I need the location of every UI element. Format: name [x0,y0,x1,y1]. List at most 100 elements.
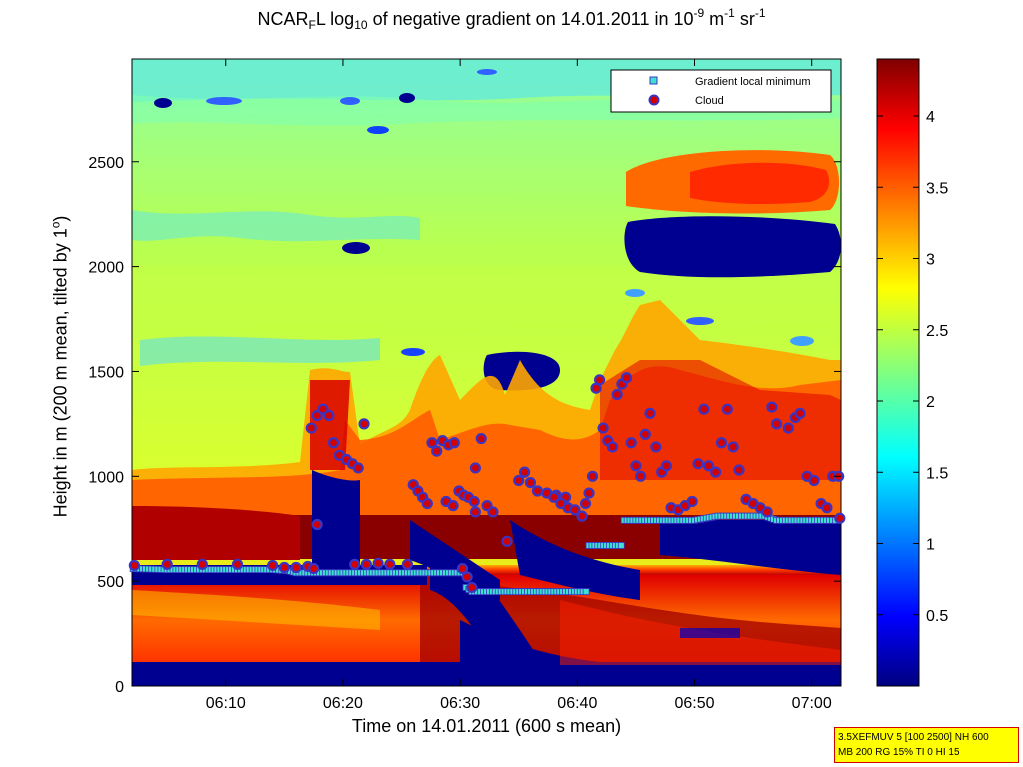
y-axis-label: Height in m (200 m mean, tilted by 1o) [48,215,71,518]
heatmap-field [132,59,841,686]
y-tick-label: 2500 [88,155,124,172]
cloud-marker [466,581,478,594]
cloud-marker [821,502,833,514]
cloud-marker [501,535,513,547]
colorbar-tick-label: 3.5 [926,180,948,197]
cloud-marker [447,500,459,512]
legend-minimum-marker [649,76,658,85]
cloud-marker [686,495,698,508]
cloud-marker [323,409,335,422]
cloud-marker [660,460,672,472]
cloud-marker [639,428,651,440]
cloud-marker [766,401,778,413]
cloud-marker [761,506,773,518]
cloud-marker [426,437,438,449]
x-tick-label: 06:30 [440,695,480,712]
cloud-marker [644,407,656,419]
cloud-marker [305,422,317,434]
minimum-marker [582,588,590,596]
colorbar-tick-label: 0.5 [926,608,948,625]
cloud-marker [834,512,846,524]
cloud-marker [349,558,361,570]
cloud-marker [311,518,323,531]
legend: Gradient local minimum Cloud [610,69,832,113]
cloud-marker [650,441,662,453]
cloud-marker [808,474,820,487]
cloud-marker [625,437,637,449]
y-tick-label: 500 [97,574,124,591]
cloud-marker [630,460,642,472]
colorbar-tick-label: 3 [926,252,935,269]
cloud-marker [469,506,481,518]
plot-frame [131,58,842,687]
cloud-marker [721,403,733,415]
cloud-marker [267,559,279,572]
cloud-marker [635,470,647,482]
y-tick-label: 2000 [88,260,124,277]
series-cloud [128,372,846,594]
colorbar [876,58,920,687]
cloud-marker [727,441,739,453]
cloud-marker [352,462,364,474]
x-tick-label: 06:10 [206,695,246,712]
legend-label-cloud: Cloud [695,95,724,107]
settings-stamp: 3.5XEFMUV 5 [100 2500] NH 600 MB 200 RG … [834,727,1019,763]
x-tick-label: 07:00 [792,695,832,712]
legend-label-minimum: Gradient local minimum [695,76,811,88]
cloud-marker [421,497,433,510]
minimum-marker [617,542,625,549]
cloud-marker [620,372,633,384]
colorbar-tick-label: 2 [926,394,935,411]
cloud-marker [475,432,487,445]
cloud-marker [586,470,599,482]
cloud-marker [569,504,581,516]
x-axis-label: Time on 14.01.2011 (600 s mean) [351,716,622,736]
cloud-marker [469,462,481,474]
y-tick-label: 1000 [88,469,124,486]
stamp-line-1: 3.5XEFMUV 5 [100 2500] NH 600 [838,732,989,743]
cloud-marker [468,495,480,508]
cloud-marker [692,458,704,470]
cloud-marker [702,460,715,472]
colorbar-ticks: 0.5 1 1.5 2 2.5 3 3.5 4 [877,109,948,625]
cloud-marker [606,441,619,453]
cloud-marker [518,466,531,478]
colorbar-tick-label: 1 [926,537,935,554]
cloud-marker [531,485,544,497]
cloud-marker [372,557,384,569]
cloud-marker [401,558,413,570]
x-tick-label: 06:40 [557,695,597,712]
cloud-marker [360,558,372,570]
y-axis: 0 500 1000 1500 2000 2500 [88,155,841,696]
cloud-marker [327,437,340,449]
stamp-line-2: MB 200 RG 15% TI 0 HI 15 [838,747,960,758]
cloud-marker [196,558,208,570]
colorbar-tick-label: 4 [926,109,935,126]
cloud-marker [794,407,806,419]
cloud-marker [576,510,588,522]
cloud-marker [456,562,469,575]
cloud-marker [290,561,302,574]
cloud-marker [611,388,623,401]
cloud-marker [782,422,794,434]
cloud-marker [770,418,783,430]
chart-title: NCARFL log10 of negative gradient on 14.… [257,6,766,32]
cloud-marker [128,559,140,572]
cloud-marker [384,558,396,570]
cloud-marker [461,571,473,583]
cloud-marker [431,445,443,457]
legend-cloud-marker [648,94,660,106]
cloud-marker [358,418,370,430]
cloud-marker [448,437,460,449]
cloud-marker [698,403,710,415]
cloud-marker [579,497,592,510]
cloud-marker [593,374,606,386]
colorbar-tick-label: 2.5 [926,323,948,340]
colorbar-tick-label: 1.5 [926,465,948,482]
cloud-marker [278,561,290,574]
y-tick-label: 0 [115,679,124,696]
cloud-marker [161,558,173,570]
cloud-marker [308,562,320,575]
cloud-marker [710,466,722,478]
